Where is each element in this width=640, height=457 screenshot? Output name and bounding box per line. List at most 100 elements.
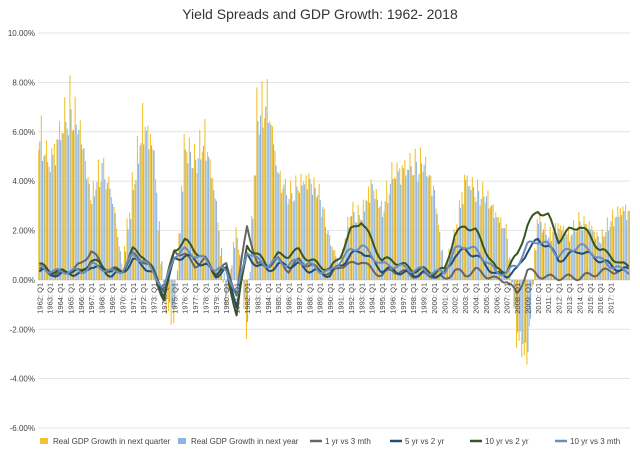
x-tick-label: 1974: Q1 (160, 283, 169, 314)
legend-label: 10 yr vs 2 yr (485, 437, 529, 446)
bar-next-year (462, 204, 464, 280)
bar-next-quarter (549, 226, 551, 280)
series-bars-next-year (39, 106, 630, 353)
bar-next-year (291, 193, 293, 280)
bar-next-quarter (601, 229, 603, 280)
bar-next-quarter (414, 148, 416, 280)
bar-next-quarter (541, 232, 544, 280)
bar-next-quarter (388, 194, 390, 280)
bar-next-quarter (362, 199, 364, 280)
y-tick-label: 2.00% (12, 227, 35, 236)
bar-next-year (561, 230, 563, 280)
bar-next-quarter (118, 246, 120, 280)
x-tick-label: 1994: Q1 (368, 283, 377, 314)
bar-next-year (283, 184, 285, 280)
bar-next-quarter (155, 179, 157, 280)
bar-next-year (112, 203, 114, 280)
bar-next-quarter (329, 235, 331, 280)
bar-next-year (57, 139, 59, 280)
bar-next-quarter (152, 149, 154, 280)
bar-next-quarter (373, 190, 375, 280)
bar-next-year (374, 198, 376, 280)
bar-next-year (280, 192, 282, 280)
bar-next-quarter (536, 219, 538, 280)
bar-next-year (475, 201, 477, 280)
bar-next-year (114, 213, 116, 280)
bar-next-year (589, 229, 591, 280)
x-tick-label: 1982: Q1 (243, 283, 252, 314)
x-axis: 1962: Q1 1963: Q1 1964: Q1 1965: Q1 1966: Q1… (35, 283, 615, 314)
bar-next-quarter (375, 188, 377, 280)
x-tick-label: 1968: Q1 (98, 283, 107, 314)
bar-next-year (506, 238, 508, 280)
bar-next-quarter (612, 209, 614, 280)
bar-next-quarter (58, 121, 61, 280)
bar-next-year (459, 207, 462, 280)
bar-next-year (73, 130, 75, 280)
bar-next-quarter (380, 200, 383, 280)
bar-next-year (88, 183, 90, 280)
bar-next-year (620, 215, 623, 280)
bar-next-quarter (82, 149, 84, 280)
x-tick-label: 1979: Q1 (212, 283, 221, 314)
bar-next-year (317, 195, 319, 280)
bar-next-quarter (570, 235, 572, 280)
bar-next-year (187, 163, 189, 280)
x-tick-label: 1990: Q1 (326, 283, 335, 314)
bar-next-year (371, 183, 373, 280)
bar-next-year (86, 179, 88, 280)
bar-next-quarter (617, 206, 619, 280)
bar-next-quarter (238, 249, 240, 280)
bar-next-year (330, 245, 332, 280)
bar-next-quarter (417, 181, 419, 280)
bar-next-quarter (217, 222, 219, 280)
bar-next-year (517, 279, 519, 333)
bar-next-year (67, 135, 69, 280)
x-tick-label: 2012: Q1 (555, 283, 564, 314)
bar-next-year (145, 130, 147, 280)
bar-next-quarter (160, 264, 162, 280)
bar-next-year (400, 184, 402, 280)
bar-next-quarter (316, 197, 318, 280)
x-tick-label: 1996: Q1 (388, 283, 397, 314)
bar-next-year (75, 124, 77, 280)
bar-next-year (581, 230, 584, 280)
x-tick-label: 1997: Q1 (399, 283, 408, 314)
bar-next-year (275, 165, 277, 280)
bar-next-year (200, 159, 202, 280)
x-tick-label: 1984: Q1 (264, 283, 273, 314)
bar-next-quarter (412, 175, 414, 280)
bar-next-quarter (191, 167, 193, 280)
bar-next-quarter (266, 79, 268, 280)
bar-next-year (267, 123, 269, 280)
bar-next-quarter (360, 219, 362, 280)
bar-next-quarter (528, 279, 531, 327)
bar-next-quarter (591, 225, 593, 280)
bar-next-year (496, 217, 498, 280)
bar-next-year (350, 215, 352, 280)
bar-next-year (80, 144, 82, 280)
bar-next-quarter (461, 192, 463, 280)
x-tick-label: 1962: Q1 (35, 283, 44, 314)
y-tick-label: 6.00% (12, 128, 35, 137)
bar-next-quarter (386, 180, 388, 280)
x-tick-label: 1971: Q1 (129, 283, 138, 314)
bar-next-year (202, 145, 204, 280)
bar-next-quarter (627, 210, 629, 280)
bar-next-year (327, 230, 329, 280)
bar-next-year (166, 279, 168, 299)
bar-next-quarter (482, 182, 484, 280)
bar-next-year (553, 232, 555, 280)
bar-next-year (143, 144, 145, 280)
bar-next-quarter (64, 97, 66, 280)
bar-next-quarter (305, 175, 307, 280)
bar-next-year (483, 196, 485, 280)
bar-next-year (343, 257, 345, 280)
line-10-yr-vs-2-yr (39, 211, 630, 317)
bar-next-quarter (435, 208, 437, 280)
bar-next-year (319, 200, 321, 280)
bar-next-year (384, 201, 386, 280)
bar-next-year (571, 234, 573, 280)
bar-next-year (418, 174, 420, 280)
bar-next-year (322, 207, 324, 280)
